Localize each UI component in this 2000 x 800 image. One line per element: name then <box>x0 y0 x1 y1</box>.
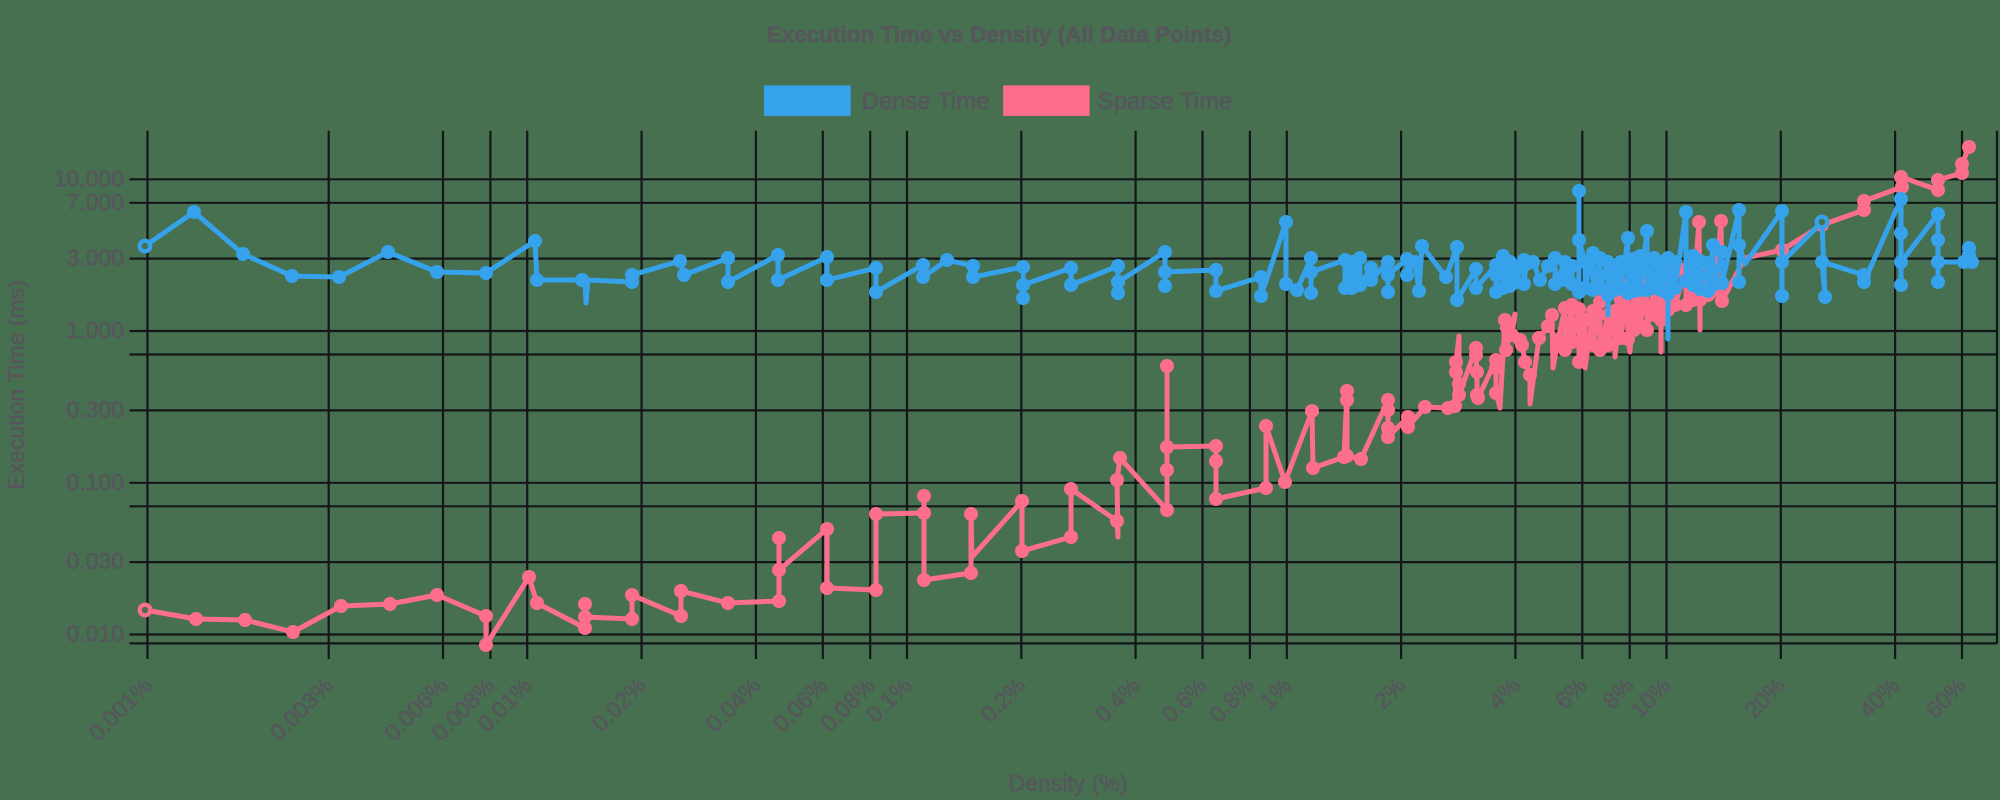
svg-text:7.000: 7.000 <box>66 189 124 215</box>
svg-text:Execution Time vs Density (All: Execution Time vs Density (All Data Poin… <box>767 22 1232 47</box>
svg-text:1.000: 1.000 <box>66 317 124 343</box>
svg-text:0.100: 0.100 <box>66 469 124 495</box>
svg-text:10.000: 10.000 <box>54 165 124 191</box>
svg-text:Sparse Time: Sparse Time <box>1098 88 1233 115</box>
svg-text:Density (%): Density (%) <box>1009 770 1128 796</box>
svg-text:0.010: 0.010 <box>66 621 124 647</box>
svg-text:Execution Time (ms): Execution Time (ms) <box>3 280 29 490</box>
svg-text:0.300: 0.300 <box>66 396 124 422</box>
svg-text:0.030: 0.030 <box>66 548 124 574</box>
svg-text:3.000: 3.000 <box>66 245 124 271</box>
svg-text:Dense Time: Dense Time <box>862 88 990 115</box>
